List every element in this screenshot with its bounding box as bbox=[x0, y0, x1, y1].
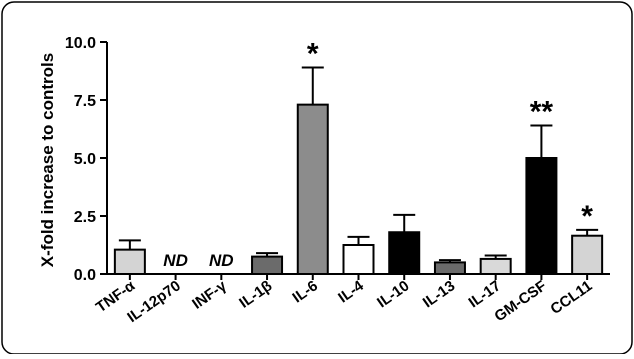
y-tick-label: 7.5 bbox=[74, 93, 96, 110]
not-detected-label: ND bbox=[209, 251, 234, 270]
y-tick-label: 0.0 bbox=[74, 267, 96, 284]
bar bbox=[251, 255, 284, 276]
x-tick-label: INF-γ bbox=[189, 277, 230, 313]
x-tick-label: CCL11 bbox=[547, 277, 595, 318]
bar bbox=[525, 157, 558, 275]
y-tick-label: 10.0 bbox=[65, 35, 96, 52]
bar bbox=[571, 234, 604, 275]
bar bbox=[433, 261, 466, 275]
significance-label: * bbox=[581, 200, 593, 233]
bar bbox=[342, 244, 375, 275]
y-tick-label: 5.0 bbox=[74, 151, 96, 168]
y-axis-label: X-fold increase to controls bbox=[38, 53, 57, 267]
x-tick-label: IL-10 bbox=[374, 277, 412, 311]
x-tick-label: GM-CSF bbox=[491, 277, 549, 325]
x-tick-label: IL-13 bbox=[420, 277, 458, 311]
not-detected-label: ND bbox=[163, 251, 188, 270]
bar bbox=[296, 103, 329, 275]
significance-label: * bbox=[307, 38, 319, 71]
bar bbox=[113, 248, 146, 275]
x-tick-label: IL-4 bbox=[335, 277, 367, 307]
y-tick-label: 2.5 bbox=[74, 209, 96, 226]
significance-label: ** bbox=[530, 96, 554, 129]
x-tick-label: IL-1β bbox=[236, 277, 275, 311]
bar bbox=[479, 257, 512, 276]
bar bbox=[388, 231, 421, 276]
x-tick-label: IL-6 bbox=[289, 277, 321, 306]
